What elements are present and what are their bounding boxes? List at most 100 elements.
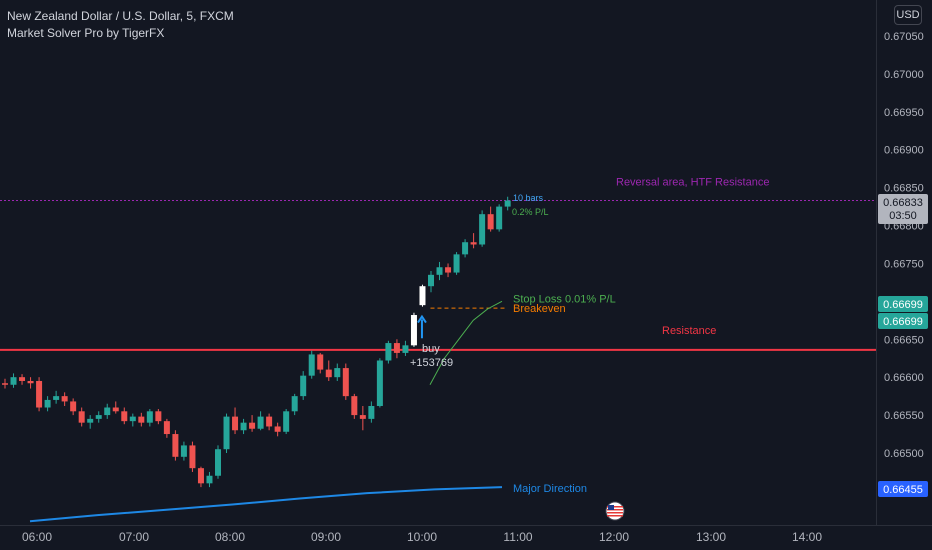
candle-body: [445, 267, 452, 273]
candle-body: [53, 396, 60, 400]
candle: [300, 371, 307, 400]
candle: [61, 392, 68, 406]
candle-body: [504, 200, 511, 207]
candle-body: [249, 422, 256, 429]
time-tick-label: 12:00: [599, 530, 629, 544]
candle: [504, 196, 511, 211]
candle-body: [163, 421, 170, 435]
candle-body: [428, 274, 434, 287]
stop-loss-label: Stop Loss 0.01% P/L: [513, 293, 616, 305]
price-tick-label: 0.67050: [884, 31, 924, 43]
candle-body: [138, 416, 145, 423]
price-label-box: [878, 194, 928, 224]
price-tick-label: 0.66550: [884, 410, 924, 422]
candle: [325, 360, 332, 381]
price-tick-label: 0.66650: [884, 334, 924, 346]
indicator-title: Market Solver Pro by TigerFX: [7, 26, 165, 40]
pnl-label: 0.2% P/L: [512, 207, 549, 217]
candle: [342, 363, 349, 400]
candle-body: [19, 377, 26, 381]
candle: [436, 261, 443, 281]
candle-body: [308, 354, 315, 376]
currency-button[interactable]: USD: [894, 5, 922, 25]
price-label-box: [878, 296, 928, 312]
candle: [291, 393, 298, 416]
candle: [138, 412, 145, 427]
price-tick-label: 0.67000: [884, 69, 924, 81]
candle-body: [112, 407, 119, 412]
candle: [402, 340, 409, 356]
candle: [376, 358, 383, 408]
candle-body: [317, 354, 324, 370]
candle-body: [300, 375, 307, 397]
candle: [308, 350, 315, 379]
candle-body: [368, 405, 375, 419]
candle-body: [129, 416, 136, 422]
candle-body: [376, 360, 383, 406]
candle: [393, 339, 400, 359]
candle-body: [419, 286, 426, 306]
price-label-countdown: 03:50: [889, 210, 917, 222]
candle: [232, 407, 239, 435]
price-label-value: 0.66699: [883, 299, 923, 311]
candle-body: [351, 396, 358, 416]
candle-body: [232, 416, 239, 431]
time-tick-label: 11:00: [503, 530, 532, 544]
candle-body: [36, 380, 43, 408]
time-tick-label: 06:00: [22, 530, 52, 544]
candle: [428, 271, 434, 293]
candle: [453, 252, 460, 275]
candle: [78, 407, 85, 427]
candle-body: [274, 426, 281, 432]
candle-body: [206, 475, 213, 484]
candle-body: [87, 418, 94, 423]
candle-body: [453, 254, 460, 273]
candle: [95, 411, 102, 423]
candle: [121, 407, 128, 425]
candle: [274, 422, 281, 437]
major-direction-line: [29, 486, 503, 523]
candle-body: [223, 416, 230, 450]
time-tick-label: 14:00: [792, 530, 822, 544]
candle: [317, 352, 324, 374]
candle: [479, 210, 486, 247]
major-direction-label: Major Direction: [513, 483, 587, 495]
candle-body: [104, 407, 111, 416]
candle: [180, 441, 187, 461]
candle-body: [44, 399, 51, 408]
price-tick-label: 0.66950: [884, 107, 924, 119]
buy-arrow-icon: [417, 314, 427, 324]
candle-body: [487, 214, 494, 230]
candle: [257, 411, 264, 431]
price-label: 0.66699: [878, 296, 928, 312]
candle-body: [197, 468, 204, 484]
candle: [385, 340, 392, 364]
price-label-value: 0.66699: [883, 316, 923, 328]
candle: [70, 398, 77, 416]
bars-count-label: 10 bars: [513, 193, 544, 203]
candle-body: [283, 411, 290, 432]
price-label-box: [878, 481, 928, 497]
candle: [2, 378, 8, 389]
candle: [206, 471, 213, 488]
candle: [266, 413, 273, 431]
buy-volume-label: +153769: [410, 357, 453, 369]
candle-body: [479, 214, 486, 245]
candle-body: [359, 415, 366, 419]
candle-body: [146, 411, 153, 423]
candle-body: [462, 242, 469, 255]
candle-body: [27, 380, 34, 384]
candle: [36, 377, 43, 412]
candle: [189, 441, 196, 472]
candle: [27, 377, 34, 389]
time-tick-label: 10:00: [407, 530, 437, 544]
candle: [104, 403, 111, 419]
candle-body: [155, 411, 162, 422]
price-tick-label: 0.66900: [884, 145, 924, 157]
symbol-title: New Zealand Dollar / U.S. Dollar, 5, FXC…: [7, 9, 234, 23]
candle-body: [78, 411, 85, 423]
candle-body: [10, 377, 17, 385]
price-label: 0.66699: [878, 313, 928, 329]
candle-body: [266, 416, 273, 427]
